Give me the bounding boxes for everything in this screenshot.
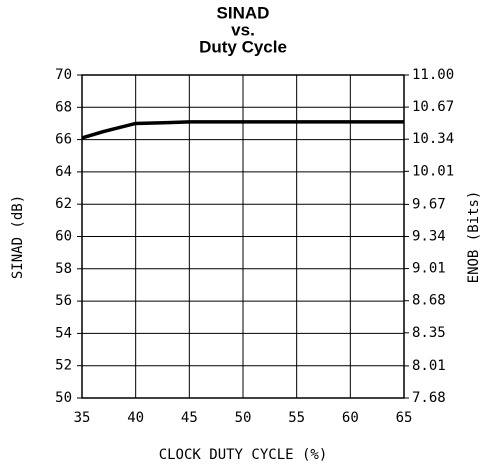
y2-tick-label: 9.34 <box>412 229 446 245</box>
y-tick-label: 54 <box>55 325 72 341</box>
data-line <box>81 120 404 140</box>
y-axis-label: SINAD (dB) <box>10 195 26 279</box>
y2-axis-label: ENOB (Bits) <box>466 191 482 284</box>
y-tick-label: 62 <box>55 196 72 212</box>
chart-title: SINAD <box>217 3 270 22</box>
chart-title: vs. <box>231 20 255 39</box>
y-tick-label: 64 <box>55 164 72 180</box>
y2-tick-label: 10.01 <box>412 163 454 179</box>
y-tick-label: 60 <box>55 229 72 245</box>
y2-tick-label: 8.68 <box>412 293 446 309</box>
x-axis-label: CLOCK DUTY CYCLE (%) <box>159 447 328 463</box>
y2-tick-label: 8.35 <box>412 325 446 341</box>
x-tick-label: 35 <box>74 410 91 426</box>
y2-tick-label: 7.68 <box>412 390 446 406</box>
chart-title: Duty Cycle <box>199 37 287 56</box>
y2-tick-label: 9.67 <box>412 196 446 212</box>
y-tick-label: 70 <box>55 67 72 83</box>
y2-tick-label: 8.01 <box>412 358 446 374</box>
y-tick-label: 66 <box>55 132 72 148</box>
plot-frame <box>81 74 405 399</box>
x-tick-label: 40 <box>127 410 144 426</box>
y2-tick-label: 9.01 <box>412 261 446 277</box>
y-tick-label: 68 <box>55 99 72 115</box>
y2-tick-label: 11.00 <box>412 67 454 83</box>
y-tick-label: 50 <box>55 390 72 406</box>
y-tick-label: 52 <box>55 358 72 374</box>
y-tick-label: 58 <box>55 261 72 277</box>
y-tick-label: 56 <box>55 293 72 309</box>
y2-tick-label: 10.34 <box>412 131 454 147</box>
y2-tick-label: 10.67 <box>412 99 454 115</box>
x-tick-label: 55 <box>288 410 305 426</box>
x-tick-label: 50 <box>235 410 252 426</box>
x-tick-label: 45 <box>181 410 198 426</box>
x-tick-label: 60 <box>342 410 359 426</box>
x-tick-label: 65 <box>396 410 413 426</box>
